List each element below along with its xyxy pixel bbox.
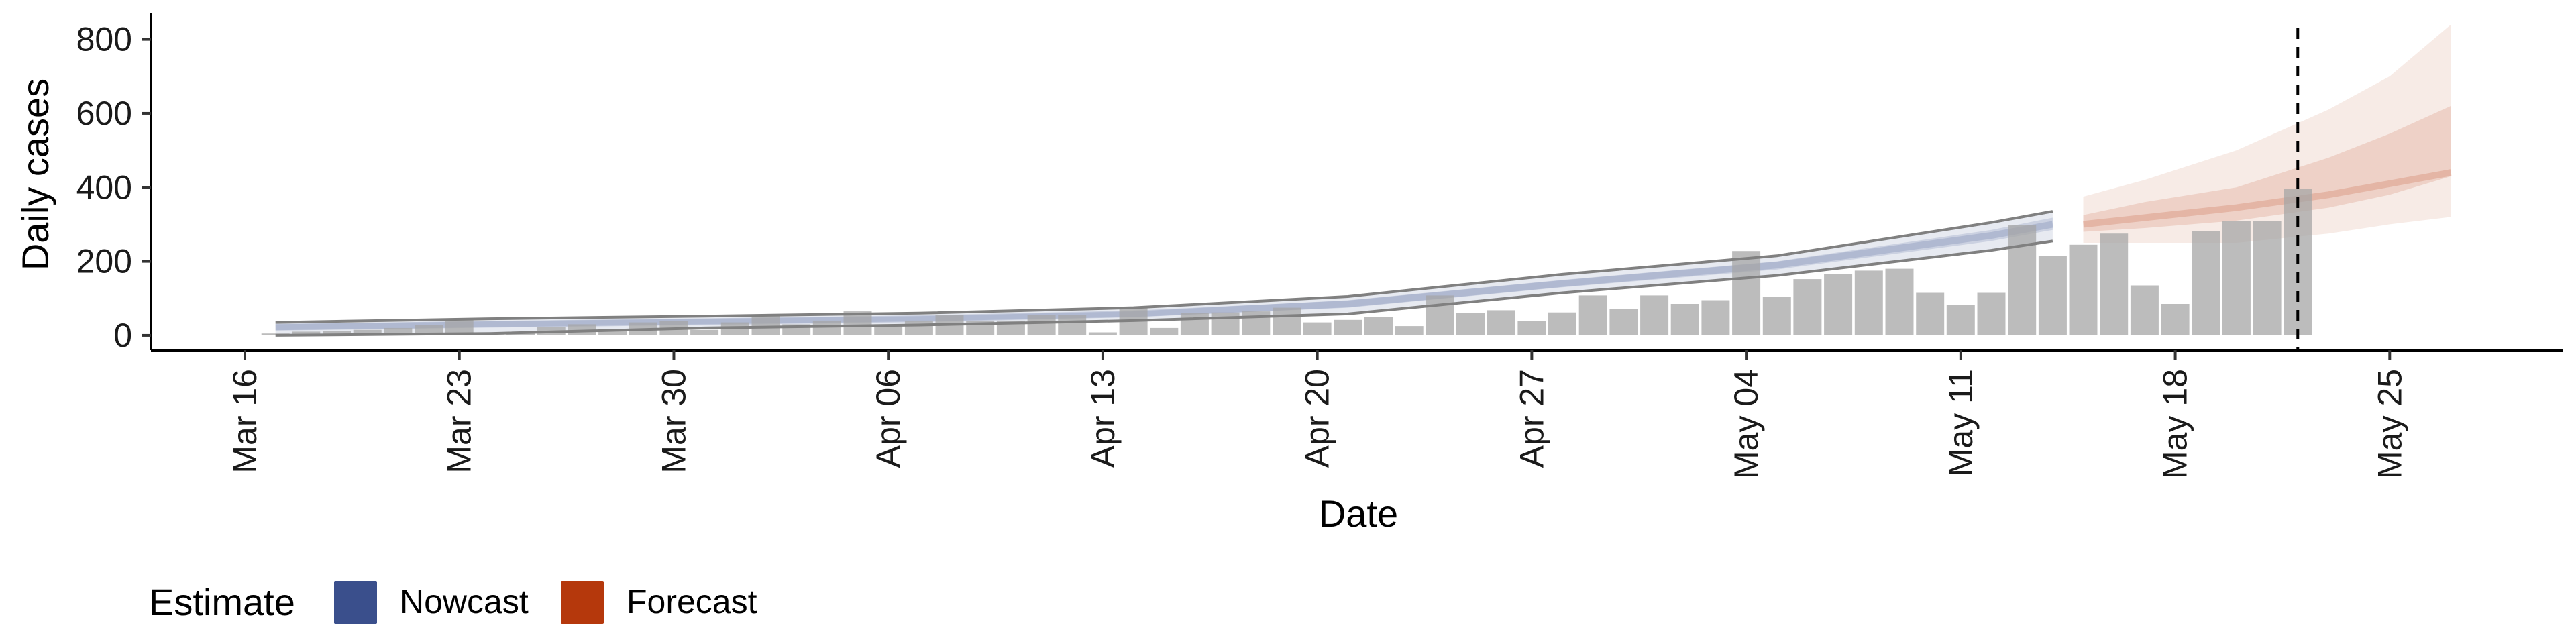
case-bar [874, 324, 903, 335]
x-tick-label: Apr 13 [1084, 369, 1122, 468]
estimate-interval-lines [275, 210, 2053, 337]
case-bar [1793, 279, 1822, 335]
y-tick-label: 800 [76, 21, 132, 58]
x-tick-label: May 25 [2371, 369, 2408, 479]
case-bar [1273, 307, 1301, 335]
case-bar [1732, 251, 1761, 335]
case-bar [292, 331, 321, 335]
nowcast-inner-band [275, 217, 2053, 331]
x-tick-label: Apr 06 [869, 369, 907, 468]
x-tick-label: May 18 [2157, 369, 2194, 479]
y-tick-label: 400 [76, 168, 132, 206]
case-bar [1242, 311, 1271, 335]
case-bar [1058, 315, 1087, 335]
y-axis-title: Daily cases [14, 78, 56, 270]
case-bar [1640, 295, 1669, 335]
case-bar [904, 320, 933, 335]
legend: Estimate Nowcast Forecast [149, 581, 757, 624]
case-bar [2069, 244, 2098, 335]
y-tick-label: 600 [76, 95, 132, 132]
case-bar [2222, 221, 2251, 335]
case-bar [2161, 304, 2190, 335]
case-bar [1211, 312, 1240, 335]
case-bar [1426, 295, 1454, 335]
nowcast-upper-line [275, 210, 2053, 324]
x-tick-label: Apr 20 [1299, 369, 1336, 468]
case-bar [1517, 321, 1546, 335]
x-tick-label: Mar 23 [441, 369, 478, 474]
case-bar [2038, 256, 2067, 335]
x-tick-label: Mar 30 [655, 369, 693, 474]
y-tick-label: 200 [76, 243, 132, 280]
x-tick-label: May 11 [1942, 369, 1980, 476]
case-bar [751, 315, 780, 335]
nowcast-lower-line [275, 239, 2053, 337]
case-bar [1548, 312, 1576, 335]
nowcast-median-line [275, 221, 2053, 331]
case-bar [1027, 315, 1056, 335]
forecast-outer-band [2083, 24, 2451, 243]
case-bar [1487, 310, 1515, 335]
legend-swatch-forecast [561, 581, 604, 624]
case-bar [506, 333, 535, 335]
case-bar [1150, 327, 1179, 335]
case-bar [2130, 285, 2159, 335]
case-bar [690, 329, 719, 335]
legend-label-forecast: Forecast [627, 583, 757, 621]
case-bar [1395, 326, 1424, 335]
case-bar [1701, 300, 1730, 335]
case-bar [353, 329, 382, 335]
case-bar [1670, 304, 1699, 335]
case-bar [598, 329, 627, 335]
case-bar [1609, 309, 1638, 335]
case-bar [1946, 305, 1975, 335]
axes: 0 200 400 600 800 Mar 16 Mar 23 Mar 30 Apr 06 Apr… [76, 13, 2563, 479]
case-bar [1977, 292, 2006, 335]
x-tick-label: Mar 16 [226, 369, 264, 474]
case-bar [1762, 297, 1791, 335]
case-bar [1578, 295, 1607, 335]
case-bar [1854, 270, 1883, 335]
case-bar [1916, 292, 1945, 335]
case-bar [2008, 225, 2037, 335]
case-bar [812, 320, 841, 335]
forecast-median-line [2082, 169, 2452, 228]
legend-label-nowcast: Nowcast [400, 583, 529, 621]
case-bar [2253, 221, 2282, 335]
forecast-inner-band [2083, 105, 2451, 232]
y-tick-label: 0 [113, 317, 132, 354]
case-bar [1303, 322, 1332, 335]
case-bar [1180, 313, 1209, 335]
x-axis-title: Date [1319, 492, 1398, 535]
case-bar [1885, 268, 1914, 335]
case-bar [384, 327, 413, 335]
case-bar [1824, 274, 1853, 335]
case-bar [1088, 332, 1117, 335]
reported-case-bars [261, 189, 2312, 335]
legend-title: Estimate [149, 581, 295, 623]
case-bar [1364, 317, 1393, 335]
case-bar [2100, 233, 2129, 335]
x-tick-label: Apr 27 [1513, 369, 1550, 468]
case-bar [2192, 231, 2220, 335]
x-tick-label: May 04 [1727, 369, 1765, 479]
case-bar [323, 331, 351, 335]
legend-swatch-nowcast [334, 581, 377, 624]
case-bar [1334, 319, 1362, 335]
case-bar [1456, 313, 1485, 335]
